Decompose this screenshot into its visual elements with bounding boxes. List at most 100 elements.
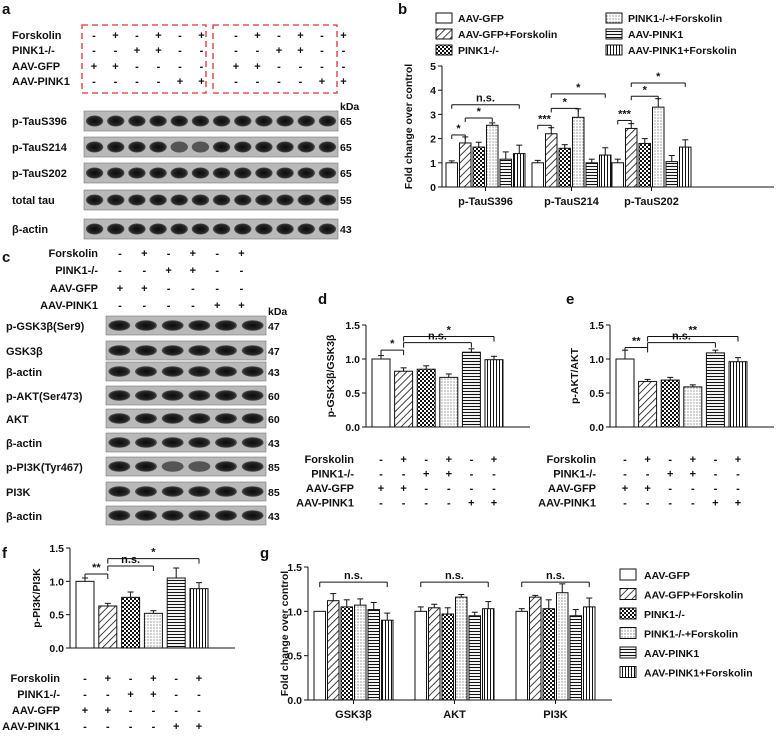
- condition-label: PINK1-/-: [17, 689, 60, 701]
- panel-label-a: a: [2, 1, 11, 18]
- blot-strip-band: [255, 194, 273, 206]
- blot-strip-band: [135, 461, 157, 472]
- condition-sign: -: [92, 76, 96, 88]
- blot-strip-band: [318, 223, 337, 235]
- blot-strip-band: [188, 413, 211, 424]
- bar: [189, 588, 209, 649]
- blot-strip-band: [188, 390, 211, 401]
- blot-strip-band: [188, 461, 211, 472]
- blot-strip-band: [161, 437, 184, 448]
- bar: [484, 359, 504, 428]
- bar: [166, 577, 186, 649]
- condition-sign: -: [200, 61, 204, 73]
- condition-label: AAV-PINK1: [40, 300, 98, 312]
- bar: [472, 146, 485, 188]
- panel-a-western-blot: Forskolin - + - + - + - + - + - + PINK1-/- - - + + - - - - + + -…: [12, 24, 359, 240]
- condition-sign: -: [277, 76, 281, 88]
- significance-label: **: [92, 562, 101, 574]
- condition-sign: -: [106, 721, 110, 733]
- y-tick-label: 1.5: [345, 320, 360, 332]
- x-tick-label: AKT: [443, 709, 466, 721]
- condition-sign: +: [644, 454, 650, 466]
- condition-label: PINK1-/-: [553, 469, 596, 481]
- blot-strip-band: [161, 510, 184, 521]
- condition-sign: -: [178, 30, 182, 42]
- panel-label-g: g: [260, 545, 269, 562]
- condition-sign: -: [174, 705, 178, 717]
- legend-label: PINK1-/-: [644, 609, 685, 621]
- blot-strip-band: [161, 366, 184, 377]
- blot-strip-band: [135, 413, 157, 424]
- blot-strip-band: [234, 223, 252, 235]
- bar: [381, 619, 394, 701]
- blot-strip-band: [161, 345, 184, 356]
- bar: [459, 142, 472, 188]
- blot-strip-band: [234, 141, 252, 153]
- blot-strip-band: [297, 223, 315, 235]
- blot-strip-band: [191, 167, 210, 179]
- bar: [611, 162, 624, 188]
- blot-strip-band: [241, 437, 264, 448]
- blot-strip: [83, 218, 339, 240]
- legend-label: AAV-PINK1: [628, 29, 683, 41]
- bar: [583, 606, 596, 701]
- condition-sign: +: [112, 30, 118, 42]
- condition-sign: +: [712, 498, 718, 510]
- condition-sign: +: [254, 61, 260, 73]
- y-tick-label: 0.0: [287, 695, 302, 707]
- condition-sign: +: [378, 483, 384, 495]
- significance-label: *: [576, 82, 581, 94]
- blot-label: β-actin: [6, 367, 42, 379]
- condition-sign: -: [320, 45, 324, 57]
- condition-sign: -: [714, 454, 718, 466]
- condition-label: AAV-GFP: [12, 705, 60, 717]
- blot-strip: [83, 110, 339, 132]
- significance-label: *: [447, 325, 452, 337]
- blot-strip-band: [191, 115, 210, 127]
- blot-strip-band: [128, 115, 146, 127]
- condition-sign: -: [83, 673, 87, 685]
- condition-sign: -: [178, 61, 182, 73]
- legend-swatch: [619, 588, 637, 600]
- bar: [572, 116, 585, 188]
- panel-d-bar-chart: 0.00.51.01.5p-GSK3β/GSK3β *n.s.*Forskolin…: [296, 320, 530, 510]
- condition-sign: -: [646, 469, 650, 481]
- blot-strip-band: [128, 194, 146, 206]
- condition-sign: +: [644, 483, 650, 495]
- y-tick-label: 0.0: [589, 422, 604, 434]
- blot-strip-band: [85, 167, 104, 179]
- x-tick-label: p-TauS214: [544, 196, 600, 208]
- condition-sign: +: [667, 469, 673, 481]
- y-axis-label: p-PI3K/PI3K: [31, 568, 43, 628]
- kda-marker: 60: [268, 414, 280, 426]
- blot-strip-band: [108, 320, 131, 331]
- y-tick-label: 4: [430, 85, 436, 97]
- bar: [652, 106, 665, 188]
- condition-sign: +: [276, 45, 282, 57]
- condition-sign: +: [491, 498, 497, 510]
- condition-sign: +: [491, 454, 497, 466]
- condition-sign: -: [191, 283, 195, 295]
- blot-strip-band: [188, 320, 211, 331]
- legend-label: AAV-PINK1+Forskolin: [644, 668, 753, 680]
- condition-sign: +: [190, 265, 196, 277]
- bar: [428, 607, 441, 701]
- panel-c-western-blot: Forskolin - + - + - + PINK1-/- - - + + - - AAV-GFP + + - -…: [6, 248, 287, 526]
- condition-sign: -: [424, 483, 428, 495]
- kda-marker: 47: [268, 321, 280, 333]
- bar: [665, 161, 678, 188]
- condition-sign: -: [197, 689, 201, 701]
- legend-swatch: [605, 28, 623, 40]
- condition-sign: +: [105, 705, 111, 717]
- condition-sign: -: [129, 721, 133, 733]
- significance-label: n.s.: [445, 570, 464, 582]
- legend-label: AAV-GFP: [644, 570, 690, 582]
- condition-sign: -: [114, 45, 118, 57]
- condition-sign: -: [106, 689, 110, 701]
- condition-sign: -: [135, 61, 139, 73]
- blot-strip-band: [149, 194, 167, 206]
- x-tick-label: PI3K: [543, 709, 568, 721]
- condition-sign: -: [167, 300, 171, 312]
- bar: [340, 606, 353, 701]
- legend-label: AAV-PINK1+Forskolin: [628, 45, 737, 57]
